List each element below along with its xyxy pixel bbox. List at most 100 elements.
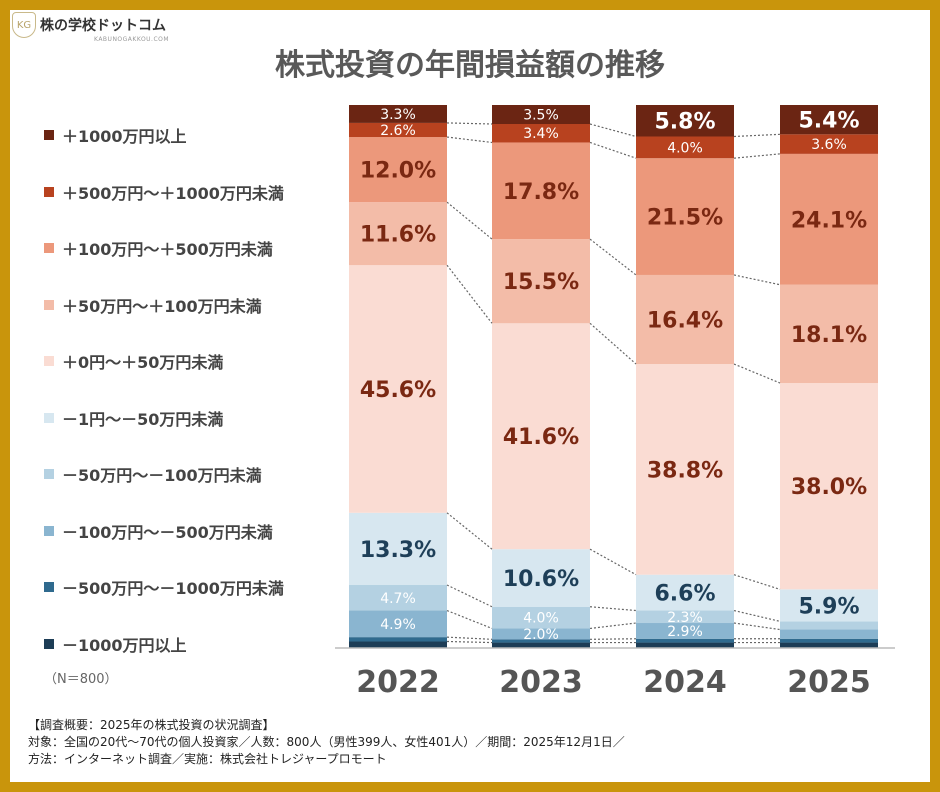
bar-segment bbox=[636, 136, 734, 159]
data-label: 2.9% bbox=[667, 624, 703, 640]
x-tick-label: 2022 bbox=[356, 665, 440, 700]
bar-segment bbox=[349, 105, 447, 123]
bar-segment bbox=[492, 606, 590, 629]
bar-segment bbox=[636, 610, 734, 624]
legend-swatch bbox=[44, 130, 54, 140]
data-label: 16.4% bbox=[647, 308, 723, 333]
logo-name: 株の学校ドットコム bbox=[40, 18, 166, 34]
data-label: 6.6% bbox=[654, 582, 715, 607]
connector-line bbox=[589, 622, 637, 630]
bar-segment bbox=[780, 621, 878, 630]
logo-shield-icon: KG bbox=[12, 12, 36, 38]
legend-swatch bbox=[44, 186, 54, 197]
bar-segment bbox=[349, 137, 447, 203]
legend-item: ＋0円～＋50万円未満 bbox=[44, 349, 223, 373]
bar-segment bbox=[636, 158, 734, 275]
data-label: 18.1% bbox=[791, 323, 867, 348]
connector-line bbox=[446, 512, 493, 550]
legend-swatch bbox=[44, 469, 54, 479]
data-label: 2.6% bbox=[380, 123, 416, 139]
legend-item: ＋1000万円以上 bbox=[44, 123, 187, 147]
data-label: 11.6% bbox=[360, 223, 436, 248]
connector-line bbox=[589, 322, 637, 365]
legend-label: ＋500万円～＋1000万円未満 bbox=[62, 183, 284, 203]
data-label: 3.5% bbox=[523, 108, 559, 124]
connector-line bbox=[589, 238, 637, 276]
connector-line bbox=[446, 640, 493, 644]
bar-segment bbox=[349, 641, 447, 648]
bar-segment bbox=[780, 629, 878, 639]
connector-line bbox=[733, 622, 781, 631]
data-label: 13.3% bbox=[360, 538, 436, 563]
legend-label: ＋1000万円以上 bbox=[62, 127, 187, 146]
bar-segment bbox=[349, 610, 447, 638]
data-label: 24.1% bbox=[791, 208, 867, 233]
data-label: 4.0% bbox=[667, 140, 703, 156]
legend-item: ＋500万円～＋1000万円未満 bbox=[44, 180, 284, 204]
footer-line-1: 【調査概要：2025年の株式投資の状況調査】 bbox=[28, 718, 275, 732]
data-label: 3.6% bbox=[811, 137, 847, 153]
data-label: 45.6% bbox=[360, 378, 436, 403]
connector-line bbox=[733, 574, 781, 590]
legend-label: －500万円～－1000万円未満 bbox=[62, 579, 284, 598]
data-label: 38.8% bbox=[647, 458, 723, 483]
sample-size-note: （N＝800） bbox=[44, 672, 118, 687]
bar-segment bbox=[349, 637, 447, 642]
bar-segment bbox=[636, 638, 734, 643]
bar-segment bbox=[636, 623, 734, 639]
connector-line bbox=[446, 136, 493, 144]
data-label: 10.6% bbox=[503, 567, 579, 592]
legend-item: －1000万円以上 bbox=[44, 632, 187, 656]
bar-segment bbox=[349, 265, 447, 513]
data-label: 21.5% bbox=[647, 206, 723, 231]
connector-line bbox=[446, 122, 493, 125]
bar-segment bbox=[780, 284, 878, 384]
connector-line bbox=[733, 274, 781, 286]
bar-segment bbox=[780, 153, 878, 285]
data-label: 38.0% bbox=[791, 475, 867, 500]
bar-segment bbox=[780, 134, 878, 154]
footer-line-2: 対象：全国の20代～70代の個人投資家／人数：800人（男性399人、女性401… bbox=[28, 735, 625, 749]
bar-segment bbox=[349, 512, 447, 586]
connector-line bbox=[733, 363, 781, 384]
bar-segment bbox=[349, 122, 447, 138]
legend-swatch bbox=[44, 243, 54, 253]
x-tick-label: 2025 bbox=[787, 665, 871, 700]
chart-title: 株式投資の年間損益額の推移 bbox=[275, 48, 665, 83]
bar-segment bbox=[492, 639, 590, 643]
legend-label: ＋0円～＋50万円未満 bbox=[62, 353, 224, 372]
bar-segment bbox=[636, 274, 734, 365]
bar-segment bbox=[349, 202, 447, 266]
data-label: 12.0% bbox=[360, 159, 436, 184]
connector-line bbox=[446, 264, 493, 324]
legend-swatch bbox=[44, 412, 54, 423]
connector-line bbox=[446, 584, 493, 608]
logo-sub: KABUNOGAKKOU.COM bbox=[94, 36, 170, 43]
logo: KG 株の学校ドットコム KABUNOGAKKOU.COM bbox=[12, 12, 169, 43]
bar-segment bbox=[349, 585, 447, 611]
data-label: 3.4% bbox=[523, 126, 559, 142]
connector-line bbox=[589, 123, 637, 138]
legend-label: ＋50万円～＋100万円未満 bbox=[62, 296, 262, 316]
legend-item: ＋100万円～＋500万円未満 bbox=[44, 236, 273, 260]
connector-line bbox=[589, 548, 637, 576]
data-label: 5.9% bbox=[798, 594, 859, 619]
bar-segment bbox=[492, 239, 590, 324]
legend-swatch bbox=[44, 299, 54, 310]
bar-segment bbox=[636, 574, 734, 611]
legend-swatch bbox=[44, 356, 54, 366]
data-label: 4.9% bbox=[380, 617, 416, 633]
data-label: 41.6% bbox=[503, 425, 579, 450]
connector-line bbox=[733, 153, 781, 159]
data-label: 2.0% bbox=[523, 627, 559, 643]
bar-segment bbox=[780, 589, 878, 622]
connector-line bbox=[589, 606, 637, 612]
bar-segment bbox=[636, 642, 734, 648]
data-label: 2.3% bbox=[667, 610, 703, 626]
bar-segment bbox=[780, 105, 878, 135]
legend-item: －50万円～－100万円未満 bbox=[44, 462, 262, 486]
connector-line bbox=[589, 638, 637, 640]
bar-segment bbox=[492, 124, 590, 143]
connector-line bbox=[446, 609, 493, 630]
bar-segment bbox=[492, 323, 590, 550]
